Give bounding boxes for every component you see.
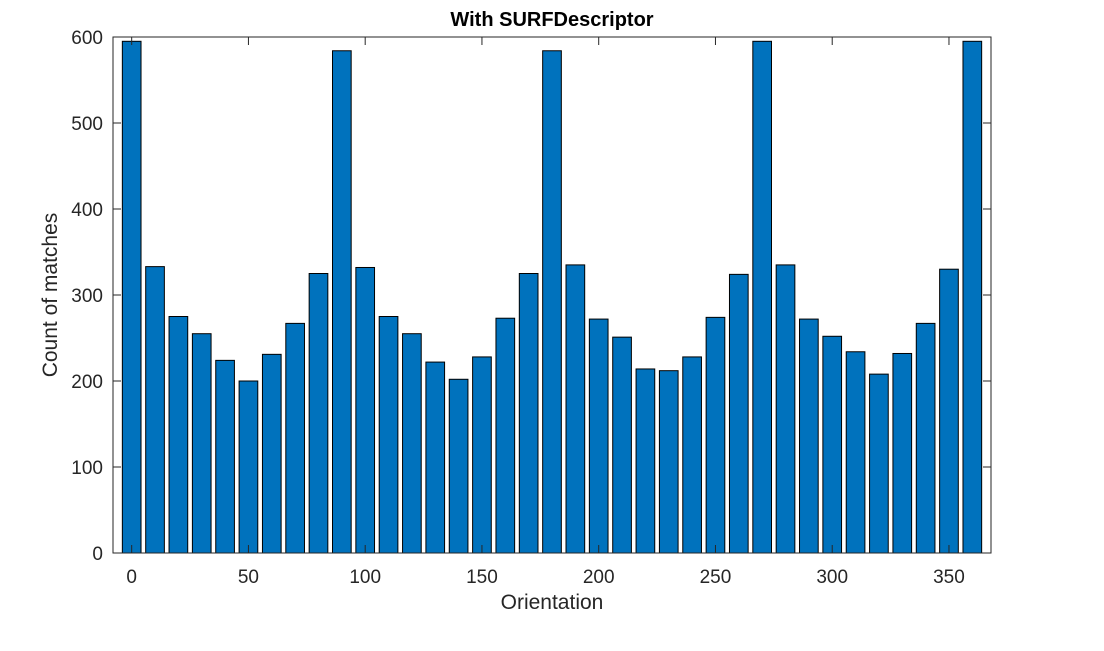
y-tick-label: 400 xyxy=(71,200,103,221)
bar xyxy=(448,378,469,554)
y-tick-label: 300 xyxy=(71,286,103,307)
bar xyxy=(495,317,516,554)
bar xyxy=(728,273,749,554)
bar xyxy=(775,264,796,554)
bar xyxy=(402,333,422,554)
bar xyxy=(215,359,235,554)
bar xyxy=(378,316,399,554)
bar xyxy=(682,356,702,554)
bar xyxy=(588,318,609,554)
bar xyxy=(238,380,259,554)
bar xyxy=(939,268,959,554)
bar xyxy=(518,273,539,554)
chart-title: With SURFDescriptor xyxy=(450,9,653,31)
bar xyxy=(542,50,562,554)
bar xyxy=(565,264,586,554)
bar xyxy=(332,50,352,554)
y-tick-label: 500 xyxy=(71,114,103,135)
ticks-group: 0 50 100 150 200 250 300 350 0 100 200 300 400 500 600 xyxy=(71,28,991,588)
bar xyxy=(752,40,773,554)
bar xyxy=(145,266,165,554)
x-axis-label: Orientation xyxy=(501,591,604,614)
bar xyxy=(892,352,913,554)
x-tick-label: 50 xyxy=(238,567,259,588)
x-tick-label: 300 xyxy=(816,567,848,588)
bar xyxy=(472,356,492,554)
bar xyxy=(799,318,819,554)
bar xyxy=(869,373,889,554)
bar xyxy=(658,370,679,554)
bar xyxy=(308,273,329,554)
bar xyxy=(705,316,726,554)
bar xyxy=(822,335,843,554)
bars-group xyxy=(121,40,983,554)
bar xyxy=(285,322,305,554)
x-tick-label: 350 xyxy=(933,567,965,588)
bar xyxy=(121,40,142,554)
x-tick-label: 100 xyxy=(349,567,381,588)
bar xyxy=(845,351,866,554)
y-tick-label: 100 xyxy=(71,458,103,479)
y-axis-label: Count of matches xyxy=(39,213,62,378)
x-tick-label: 200 xyxy=(583,567,615,588)
bar xyxy=(635,368,656,554)
x-tick-label: 250 xyxy=(700,567,732,588)
bar xyxy=(261,353,282,554)
y-tick-label: 0 xyxy=(92,544,103,565)
bar xyxy=(191,333,212,554)
x-tick-label: 150 xyxy=(466,567,498,588)
bar xyxy=(915,322,936,554)
bar xyxy=(425,361,446,554)
bar xyxy=(612,336,632,554)
bar xyxy=(355,266,376,554)
y-tick-label: 600 xyxy=(71,28,103,49)
bar xyxy=(168,316,189,554)
bar xyxy=(962,40,983,554)
axes-box xyxy=(112,36,992,554)
y-tick-label: 200 xyxy=(71,372,103,393)
x-tick-label: 0 xyxy=(126,567,137,588)
